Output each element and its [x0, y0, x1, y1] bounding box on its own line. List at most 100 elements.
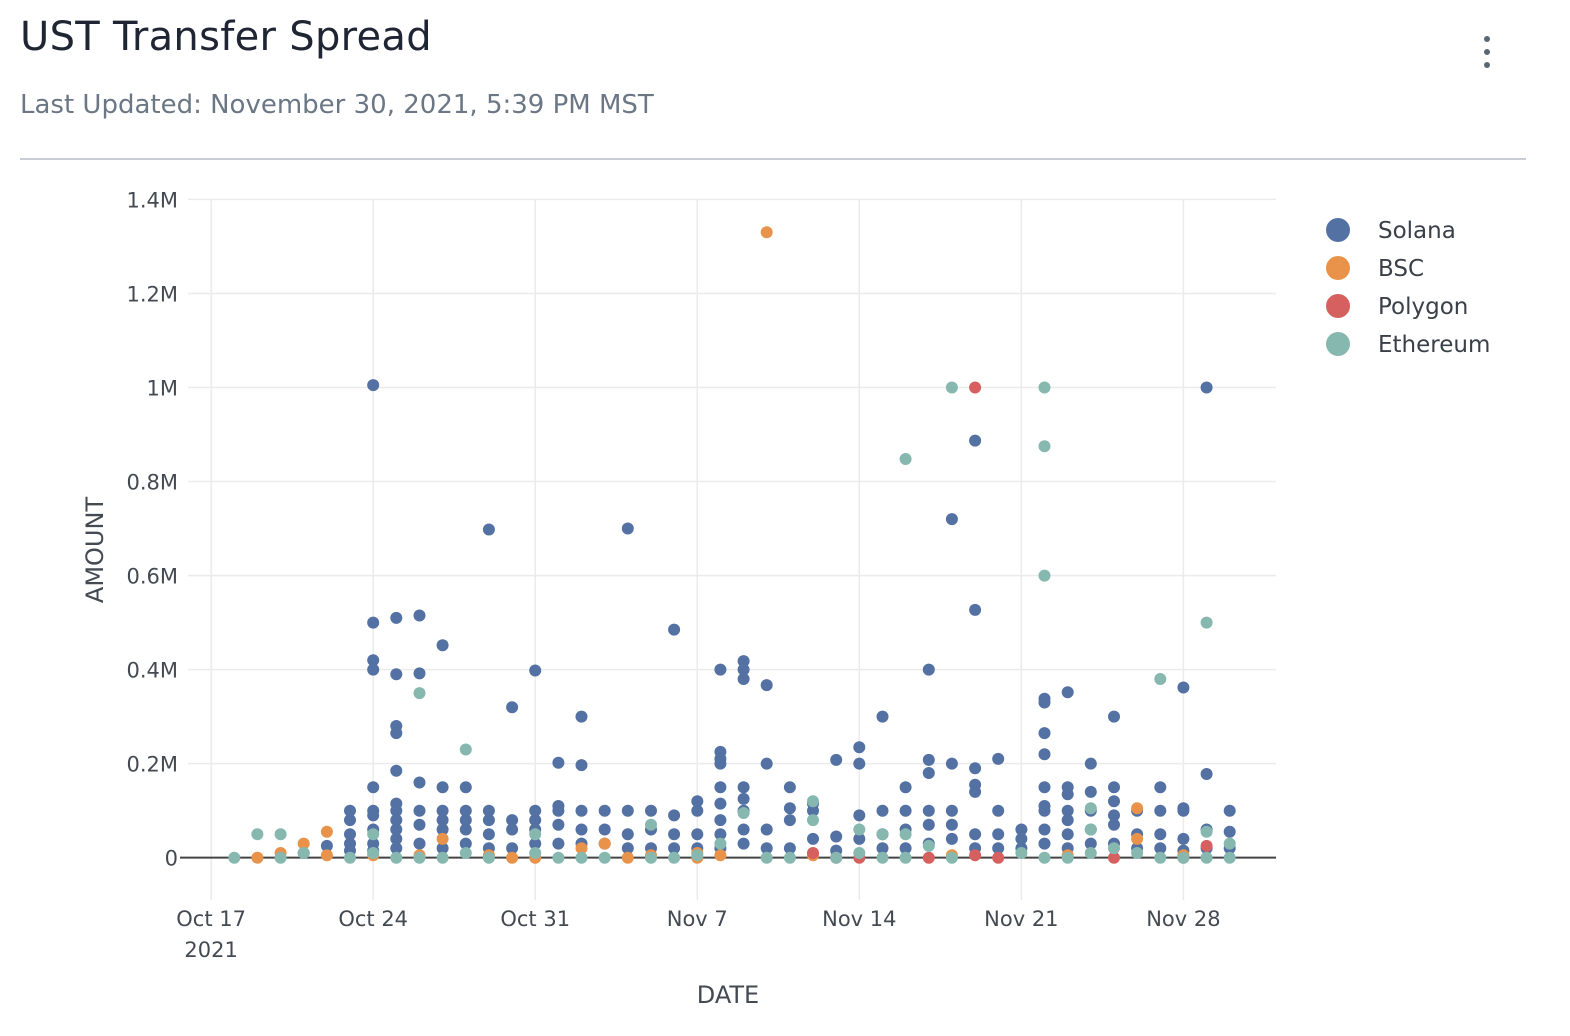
data-point[interactable]	[714, 663, 727, 676]
data-point[interactable]	[1084, 802, 1097, 815]
data-point[interactable]	[1154, 781, 1167, 794]
data-point[interactable]	[1038, 727, 1051, 740]
data-point[interactable]	[992, 752, 1005, 765]
data-point[interactable]	[969, 849, 982, 862]
data-point[interactable]	[1177, 804, 1190, 817]
data-point[interactable]	[413, 818, 426, 831]
data-point[interactable]	[783, 781, 796, 794]
data-point[interactable]	[413, 837, 426, 850]
data-point[interactable]	[945, 381, 958, 394]
data-point[interactable]	[876, 804, 889, 817]
data-point[interactable]	[1108, 710, 1120, 723]
data-point[interactable]	[413, 776, 426, 789]
data-point[interactable]	[1084, 823, 1097, 836]
data-point[interactable]	[1131, 847, 1144, 859]
data-point[interactable]	[552, 804, 565, 817]
data-point[interactable]	[807, 832, 819, 845]
data-point[interactable]	[529, 664, 542, 677]
data-point[interactable]	[1061, 804, 1074, 817]
data-point[interactable]	[691, 849, 704, 862]
data-point[interactable]	[737, 807, 750, 819]
data-point[interactable]	[320, 825, 333, 838]
data-point[interactable]	[992, 851, 1005, 864]
data-point[interactable]	[1108, 795, 1120, 808]
data-point[interactable]	[737, 673, 750, 685]
data-point[interactable]	[297, 847, 310, 859]
data-point[interactable]	[853, 741, 866, 754]
data-point[interactable]	[459, 814, 472, 827]
data-point[interactable]	[506, 814, 519, 827]
data-point[interactable]	[552, 756, 565, 769]
data-point[interactable]	[945, 851, 958, 864]
data-point[interactable]	[1223, 851, 1236, 864]
data-point[interactable]	[760, 679, 773, 692]
data-point[interactable]	[320, 849, 333, 862]
data-point[interactable]	[1061, 788, 1074, 801]
data-point[interactable]	[1061, 828, 1074, 841]
data-point[interactable]	[969, 762, 982, 775]
data-point[interactable]	[668, 623, 681, 636]
data-point[interactable]	[1038, 781, 1051, 794]
data-point[interactable]	[506, 823, 519, 836]
data-point[interactable]	[575, 759, 588, 772]
data-point[interactable]	[969, 603, 982, 616]
data-point[interactable]	[320, 839, 333, 852]
data-point[interactable]	[737, 823, 750, 836]
data-point[interactable]	[1084, 757, 1097, 770]
data-point[interactable]	[1177, 851, 1190, 864]
data-point[interactable]	[621, 842, 634, 855]
data-point[interactable]	[390, 832, 403, 845]
data-point[interactable]	[922, 753, 935, 766]
data-point[interactable]	[390, 823, 403, 836]
data-point[interactable]	[1154, 804, 1167, 817]
data-point[interactable]	[714, 828, 727, 841]
data-point[interactable]	[922, 663, 935, 676]
data-point[interactable]	[691, 795, 704, 808]
data-point[interactable]	[1154, 851, 1167, 864]
data-point[interactable]	[714, 781, 727, 794]
data-point[interactable]	[899, 781, 912, 794]
data-point[interactable]	[945, 757, 958, 770]
more-vertical-icon[interactable]	[1470, 28, 1504, 76]
data-point[interactable]	[922, 839, 935, 852]
data-point[interactable]	[969, 381, 982, 394]
data-point[interactable]	[876, 828, 889, 841]
data-point[interactable]	[714, 757, 727, 770]
data-point[interactable]	[691, 828, 704, 841]
data-point[interactable]	[436, 851, 449, 864]
data-point[interactable]	[737, 781, 750, 794]
data-point[interactable]	[1038, 804, 1051, 817]
data-point[interactable]	[251, 828, 264, 841]
data-point[interactable]	[714, 814, 727, 827]
data-point[interactable]	[1200, 825, 1213, 838]
data-point[interactable]	[1108, 818, 1120, 831]
data-point[interactable]	[645, 804, 657, 817]
data-point[interactable]	[367, 663, 380, 676]
data-point[interactable]	[459, 781, 472, 794]
data-point[interactable]	[1061, 814, 1074, 827]
data-point[interactable]	[1200, 381, 1213, 394]
data-point[interactable]	[598, 804, 611, 817]
data-point[interactable]	[1200, 768, 1213, 780]
data-point[interactable]	[1154, 673, 1167, 685]
data-point[interactable]	[1015, 823, 1028, 836]
data-point[interactable]	[1038, 851, 1051, 864]
data-point[interactable]	[413, 851, 426, 864]
data-point[interactable]	[297, 837, 310, 850]
data-point[interactable]	[992, 804, 1005, 817]
data-point[interactable]	[552, 851, 565, 864]
data-point[interactable]	[899, 828, 912, 841]
data-point[interactable]	[1038, 440, 1051, 453]
data-point[interactable]	[1223, 804, 1236, 817]
data-point[interactable]	[367, 847, 380, 859]
data-point[interactable]	[390, 851, 403, 864]
data-point[interactable]	[621, 522, 634, 535]
data-point[interactable]	[737, 663, 750, 676]
data-point[interactable]	[876, 851, 889, 864]
data-point[interactable]	[459, 804, 472, 817]
data-point[interactable]	[436, 842, 449, 855]
data-point[interactable]	[1061, 851, 1074, 864]
data-point[interactable]	[899, 851, 912, 864]
data-point[interactable]	[668, 809, 681, 822]
data-point[interactable]	[529, 828, 542, 841]
